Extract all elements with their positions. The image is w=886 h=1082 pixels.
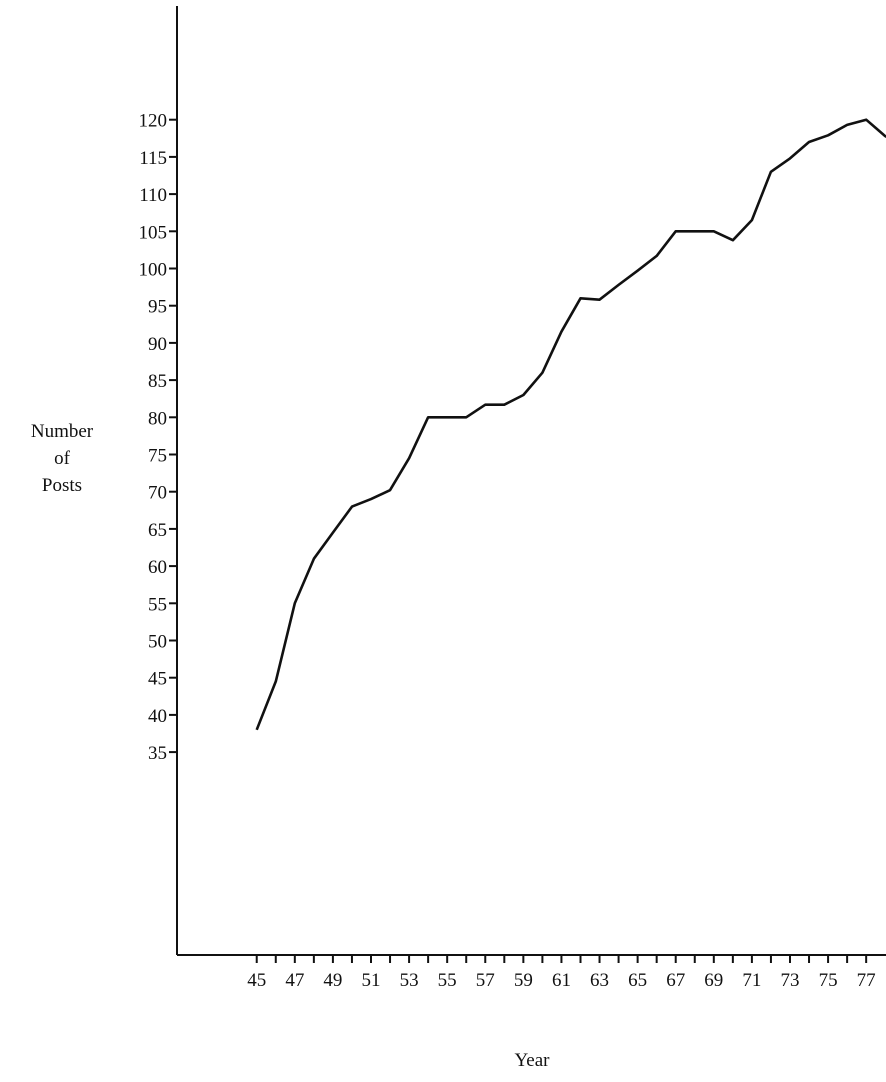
x-tick-label: 71	[742, 970, 761, 991]
x-tick-label: 61	[552, 970, 571, 991]
y-tick-label: 45	[148, 669, 167, 690]
y-axis-title-line-2: of	[54, 448, 71, 469]
y-tick-label: 60	[148, 557, 167, 578]
x-tick-label: 59	[514, 970, 533, 991]
y-tick-label: 65	[148, 520, 167, 541]
x-tick-label: 51	[361, 970, 380, 991]
y-tick-label: 110	[139, 185, 167, 206]
x-tick-label: 65	[628, 970, 647, 991]
x-tick-label: 47	[285, 970, 304, 991]
x-tick-label: 73	[780, 970, 799, 991]
y-axis-ticks: 35 40 45 50 55 60 65 70 75 80 85 90 95 100 105 110 115 12…	[139, 111, 177, 764]
y-tick-label: 120	[139, 111, 168, 132]
y-tick-label: 50	[148, 632, 167, 653]
y-tick-label: 115	[139, 148, 167, 169]
y-tick-label: 80	[148, 408, 167, 429]
x-axis-ticks: 454749515355575961636567697173757779	[247, 955, 876, 991]
x-tick-label: 77	[857, 970, 876, 991]
y-tick-label: 75	[148, 446, 167, 467]
y-tick-label: 70	[148, 483, 167, 504]
series-line-1	[255, 118, 886, 731]
x-tick-label: 75	[819, 970, 838, 991]
x-tick-label: 67	[666, 970, 685, 991]
x-tick-label: 63	[590, 970, 609, 991]
x-tick-label: 45	[247, 970, 266, 991]
x-tick-label: 55	[438, 970, 457, 991]
series-layer	[255, 118, 886, 731]
x-tick-label: 53	[400, 970, 419, 991]
x-axis-title: Year	[514, 1050, 550, 1071]
y-tick-label: 40	[148, 706, 167, 727]
y-tick-label: 35	[148, 743, 167, 764]
y-tick-label: 85	[148, 371, 167, 392]
y-tick-label: 55	[148, 594, 167, 615]
x-tick-label: 69	[704, 970, 723, 991]
y-tick-label: 90	[148, 334, 167, 355]
x-tick-label: 57	[476, 970, 495, 991]
y-axis-title-line-3: Posts	[42, 475, 82, 496]
y-tick-label: 95	[148, 297, 167, 318]
y-tick-label: 100	[139, 260, 168, 281]
y-axis-title-line-1: Number	[31, 421, 94, 442]
x-tick-label: 49	[323, 970, 342, 991]
y-tick-label: 105	[139, 222, 168, 243]
